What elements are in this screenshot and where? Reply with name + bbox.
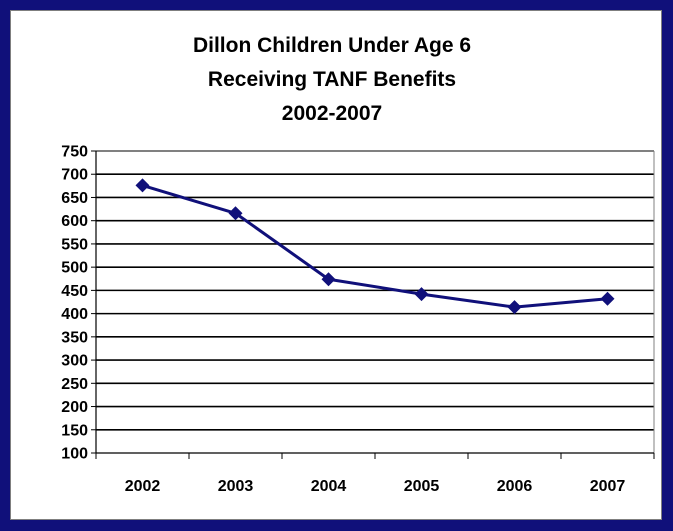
y-tick-label: 700 — [61, 167, 88, 184]
data-point-2006 — [507, 300, 522, 315]
data-point-2004 — [321, 272, 336, 287]
chart-title-line-2: Receiving TANF Benefits — [208, 68, 456, 91]
chart-area: Dillon Children Under Age 6 Receiving TA… — [10, 10, 662, 520]
data-point-2005 — [414, 287, 429, 302]
series-line — [142, 183, 608, 309]
y-tick-label: 350 — [61, 329, 88, 346]
y-tick-label: 600 — [61, 213, 88, 230]
x-tick-label: 2007 — [590, 478, 626, 495]
x-tick-label: 2004 — [311, 478, 347, 495]
y-tick-label: 200 — [61, 399, 88, 416]
y-tick-label: 250 — [61, 376, 88, 393]
data-series — [135, 178, 615, 315]
chart-title-line-1: Dillon Children Under Age 6 — [193, 34, 471, 57]
axes — [91, 150, 655, 459]
data-point-2002 — [135, 178, 150, 193]
line-chart: Dillon Children Under Age 6 Receiving TA… — [61, 34, 655, 495]
y-tick-label: 300 — [61, 353, 88, 370]
y-tick-label: 100 — [61, 446, 88, 463]
x-axis-tick-labels: 2002 2003 2004 2005 2006 2007 — [125, 478, 626, 495]
data-point-2003 — [228, 206, 243, 221]
x-tick-label: 2006 — [497, 478, 533, 495]
x-tick-label: 2002 — [125, 478, 161, 495]
y-tick-label: 150 — [61, 422, 88, 439]
y-tick-label: 750 — [61, 144, 88, 161]
y-axis-tick-labels: 750 700 650 600 550 500 450 400 350 300 250 200 150 1… — [61, 144, 88, 463]
x-tick-label: 2003 — [218, 478, 254, 495]
chart-title-line-3: 2002-2007 — [282, 102, 382, 125]
y-tick-label: 450 — [61, 283, 88, 300]
x-tick-label: 2005 — [404, 478, 440, 495]
gridlines — [96, 150, 654, 431]
y-tick-label: 500 — [61, 260, 88, 277]
data-point-2007 — [600, 291, 615, 306]
y-tick-label: 550 — [61, 236, 88, 253]
y-tick-label: 400 — [61, 306, 88, 323]
y-tick-label: 650 — [61, 190, 88, 207]
